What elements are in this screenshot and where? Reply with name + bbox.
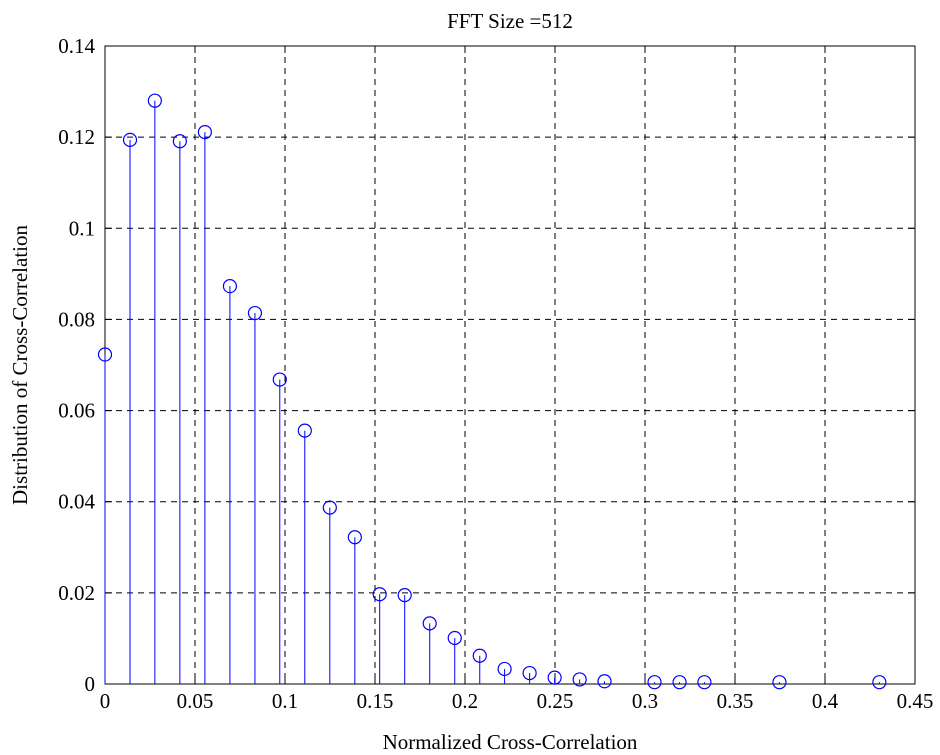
x-tick-label: 0.15 [357, 689, 394, 713]
y-axis-ticks: 0 0.02 0.04 0.06 0.08 0.1 0.12 0.14 [58, 34, 915, 696]
x-axis-ticks: 0 0.05 0.1 0.15 0.2 0.25 0.3 0.35 0.4 0.45 [100, 46, 934, 713]
x-axis-label: Normalized Cross-Correlation [383, 730, 638, 754]
y-tick-label: 0 [85, 672, 96, 696]
stem-marker [122, 132, 138, 147]
stem-marker [322, 500, 337, 515]
plot-area-frame [104, 45, 916, 685]
x-tick-label: 0.2 [452, 689, 478, 713]
y-tick-label: 0.02 [58, 581, 95, 605]
stem-marker [697, 675, 712, 690]
stem-marker [247, 305, 263, 321]
stem-marker [772, 675, 787, 690]
stem-marker [872, 675, 887, 690]
y-axis-label: Distribution of Cross-Correlation [8, 225, 32, 505]
stem-marker [597, 674, 612, 689]
y-tick-label: 0.12 [58, 125, 95, 149]
stem-marker [447, 630, 462, 646]
y-tick-label: 0.1 [69, 216, 95, 240]
stem-marker [497, 661, 512, 677]
stem-marker [522, 665, 537, 681]
stem-marker [297, 423, 312, 438]
x-tick-label: 0 [100, 689, 111, 713]
stem-marker [347, 530, 362, 545]
x-tick-label: 0.4 [812, 689, 839, 713]
x-tick-label: 0.25 [537, 689, 574, 713]
stem-marker [372, 587, 387, 602]
stem-marker [397, 588, 412, 603]
stem-marker [172, 134, 187, 149]
stem-marker [547, 670, 562, 685]
y-tick-label: 0.06 [58, 399, 95, 423]
x-tick-label: 0.1 [272, 689, 298, 713]
stem-marker [422, 616, 437, 631]
stem-marker [97, 347, 113, 362]
stem-marker [672, 675, 687, 690]
stem-marker [647, 675, 662, 690]
data-series [97, 93, 887, 690]
x-tick-label: 0.35 [717, 689, 754, 713]
x-tick-label: 0.3 [632, 689, 658, 713]
stem-marker [272, 372, 287, 387]
x-tick-label: 0.05 [177, 689, 214, 713]
y-tick-label: 0.14 [58, 34, 95, 58]
stem-marker [147, 93, 162, 108]
y-tick-label: 0.04 [58, 490, 95, 514]
y-tick-label: 0.08 [58, 307, 95, 331]
grid [105, 46, 915, 684]
stem-marker [222, 279, 238, 294]
stem-marker [572, 672, 587, 687]
chart-title: FFT Size =512 [447, 9, 573, 33]
stem-marker [197, 125, 212, 140]
x-tick-label: 0.45 [897, 689, 934, 713]
stem-marker [472, 648, 487, 663]
